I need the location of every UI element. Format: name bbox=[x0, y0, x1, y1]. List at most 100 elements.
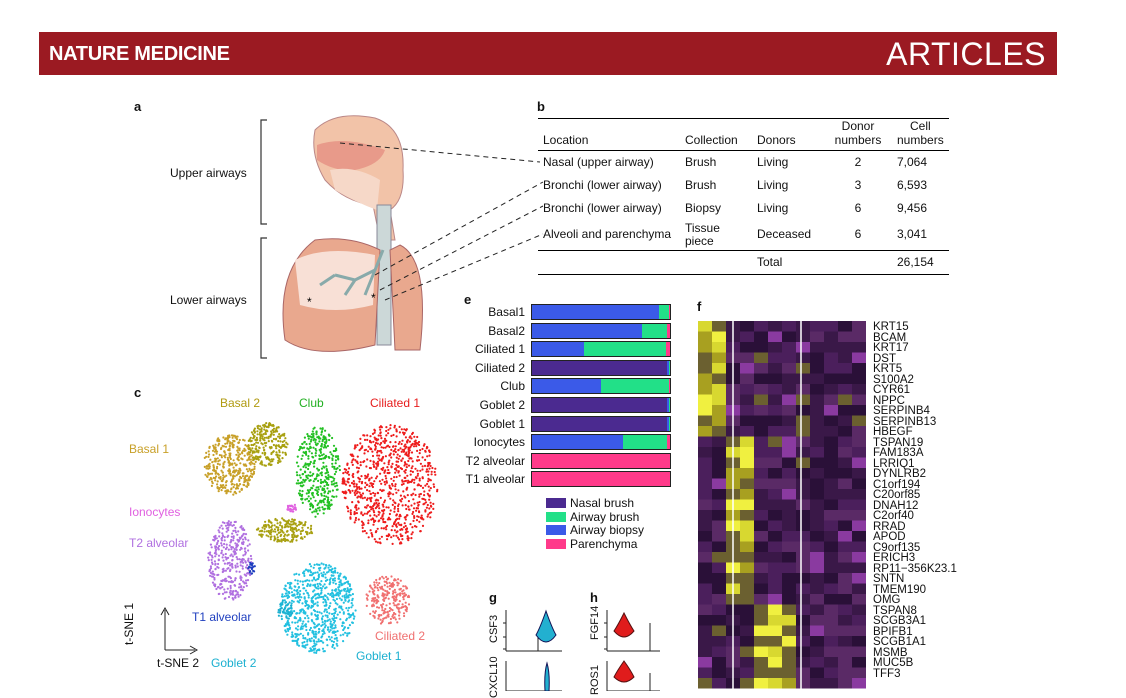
cell: 6 bbox=[854, 201, 862, 215]
bar-segment bbox=[668, 379, 670, 394]
cell: 2 bbox=[854, 155, 862, 169]
heatmap-gene-label: SCGB1A1 bbox=[873, 636, 927, 648]
tsne-label-ciliated1: Ciliated 1 bbox=[370, 396, 421, 410]
tsne-plot bbox=[203, 422, 439, 654]
bar-segment bbox=[532, 323, 643, 338]
heatmap-gene-label: TSPAN8 bbox=[873, 604, 917, 617]
cell: Living bbox=[757, 178, 789, 192]
journal-banner: NATURE MEDICINE ARTICLES bbox=[39, 32, 1057, 75]
svg-text:*: * bbox=[307, 295, 312, 309]
panel-label-a: a bbox=[134, 99, 142, 114]
heatmap-gene-label: SERPINB13 bbox=[873, 415, 937, 428]
heatmap-gene-label: DYNLRB2 bbox=[873, 468, 927, 480]
stacked-bar bbox=[531, 434, 671, 451]
tsne-axis-arrows bbox=[160, 606, 199, 655]
upper-airways-label: Upper airways bbox=[170, 166, 247, 180]
bar-segment bbox=[668, 398, 670, 412]
legend-label: Airway biopsy bbox=[570, 523, 645, 537]
cell: Deceased bbox=[757, 227, 812, 242]
panel-label-f: f bbox=[697, 299, 702, 314]
tsne-label-club: Club bbox=[299, 396, 324, 410]
lower-airways-label: Lower airways bbox=[170, 293, 247, 307]
bar-segment bbox=[532, 379, 601, 394]
bar-category-label: Ciliated 1 bbox=[474, 342, 525, 357]
heatmap-gene-label: RRAD bbox=[873, 520, 906, 533]
legend-item: Parenchyma bbox=[546, 536, 638, 551]
violin-gene-g1: CSF3 bbox=[488, 614, 500, 643]
tsne-label-goblet1: Goblet 1 bbox=[356, 649, 402, 663]
bar-segment bbox=[532, 453, 670, 468]
legend-item: Airway biopsy bbox=[546, 524, 644, 537]
bar-category-label: Goblet 1 bbox=[479, 416, 525, 431]
cell: Brush bbox=[685, 178, 717, 192]
legend-label: Nasal brush bbox=[570, 496, 635, 510]
tsne-label-ciliated2: Ciliated 2 bbox=[375, 629, 426, 643]
bar-segment bbox=[532, 360, 668, 375]
panel-label-g: g bbox=[489, 590, 497, 605]
col-collection: Collection bbox=[685, 133, 738, 147]
bar-segment bbox=[667, 416, 669, 431]
heatmap-gene-label: RP11−356K23.1 bbox=[873, 562, 957, 575]
cell: Brush bbox=[685, 155, 717, 169]
bar-segment bbox=[668, 416, 670, 431]
tsne-label-ionocytes: Ionocytes bbox=[129, 505, 181, 519]
legend-swatch bbox=[546, 538, 566, 549]
cell: Bronchi (lower airway) bbox=[543, 201, 662, 215]
bar-segment bbox=[532, 305, 659, 319]
cell: Biopsy bbox=[685, 201, 722, 215]
heatmap-gene-label: HBEGF bbox=[873, 426, 913, 438]
heatmap-gene-label: BCAM bbox=[873, 331, 907, 344]
section-name: ARTICLES bbox=[886, 36, 1046, 72]
cell: Bronchi (lower airway) bbox=[543, 178, 662, 192]
heatmap-gene-label: SERPINB4 bbox=[873, 405, 930, 417]
heatmap-gene-label: MSMB bbox=[873, 646, 908, 659]
heatmap-gene-label: C2orf40 bbox=[873, 510, 914, 522]
legend-swatch bbox=[546, 498, 566, 508]
bar-segment bbox=[658, 305, 669, 319]
cell: 3,041 bbox=[897, 227, 928, 242]
cell: 6,593 bbox=[897, 178, 928, 192]
bar-segment bbox=[532, 472, 670, 487]
tsne-axis-x: t-SNE 2 bbox=[157, 656, 200, 670]
cell: Nasal (upper airway) bbox=[543, 155, 654, 169]
panel-label-b: b bbox=[537, 99, 545, 114]
legend-label: Parenchyma bbox=[570, 536, 638, 551]
heatmap-gene-label: TMEM190 bbox=[873, 583, 927, 596]
heatmap-gene-label: DNAH12 bbox=[873, 499, 919, 512]
heatmap-gene-label: S100A2 bbox=[873, 373, 914, 386]
heatmap-gene-label: C20orf85 bbox=[873, 489, 921, 501]
cell: Living bbox=[757, 201, 789, 215]
bar-segment bbox=[668, 305, 670, 319]
heatmap-gene-label: BPIFB1 bbox=[873, 625, 913, 638]
table-total-row: Total 26,154 bbox=[538, 250, 949, 274]
bar-category-label: Goblet 2 bbox=[479, 398, 525, 412]
expression-heatmap bbox=[698, 321, 866, 691]
heatmap-gene-label: TFF3 bbox=[873, 667, 901, 680]
bar-segment bbox=[667, 360, 669, 375]
stacked-bar bbox=[531, 359, 671, 376]
cell: Living bbox=[757, 155, 789, 169]
journal-name: NATURE MEDICINE bbox=[49, 43, 230, 65]
panel-label-e: e bbox=[464, 292, 472, 307]
bar-category-label: Basal1 bbox=[488, 305, 525, 319]
heatmap-gene-label: KRT5 bbox=[873, 363, 903, 375]
table-row: Nasal (upper airway) Brush Living 2 7,064 bbox=[538, 151, 949, 175]
stacked-bar bbox=[531, 341, 671, 358]
tsne-label-basal1: Basal 1 bbox=[129, 442, 170, 456]
heatmap-gene-label: ERICH3 bbox=[873, 552, 916, 564]
stacked-bar bbox=[531, 415, 671, 432]
heatmap-gene-label: SNTN bbox=[873, 573, 905, 585]
tsne-label-t2: T2 alveolar bbox=[129, 536, 189, 550]
bar-segment bbox=[668, 360, 670, 375]
legend-item: Nasal brush bbox=[546, 497, 634, 510]
bar-category-label: Basal2 bbox=[488, 323, 525, 338]
panel-label-h: h bbox=[590, 590, 598, 605]
sample-table: Location Collection Donors Donor numbers… bbox=[538, 118, 949, 275]
heatmap-gene-label: MUC5B bbox=[873, 657, 914, 669]
stacked-bar bbox=[531, 471, 671, 488]
legend-item: Airway brush bbox=[546, 510, 639, 524]
bar-segment bbox=[623, 435, 668, 450]
heatmap-gene-label: NPPC bbox=[873, 394, 905, 407]
heatmap-gene-label: OMG bbox=[873, 594, 901, 606]
heatmap-gene-label: APOD bbox=[873, 531, 906, 543]
